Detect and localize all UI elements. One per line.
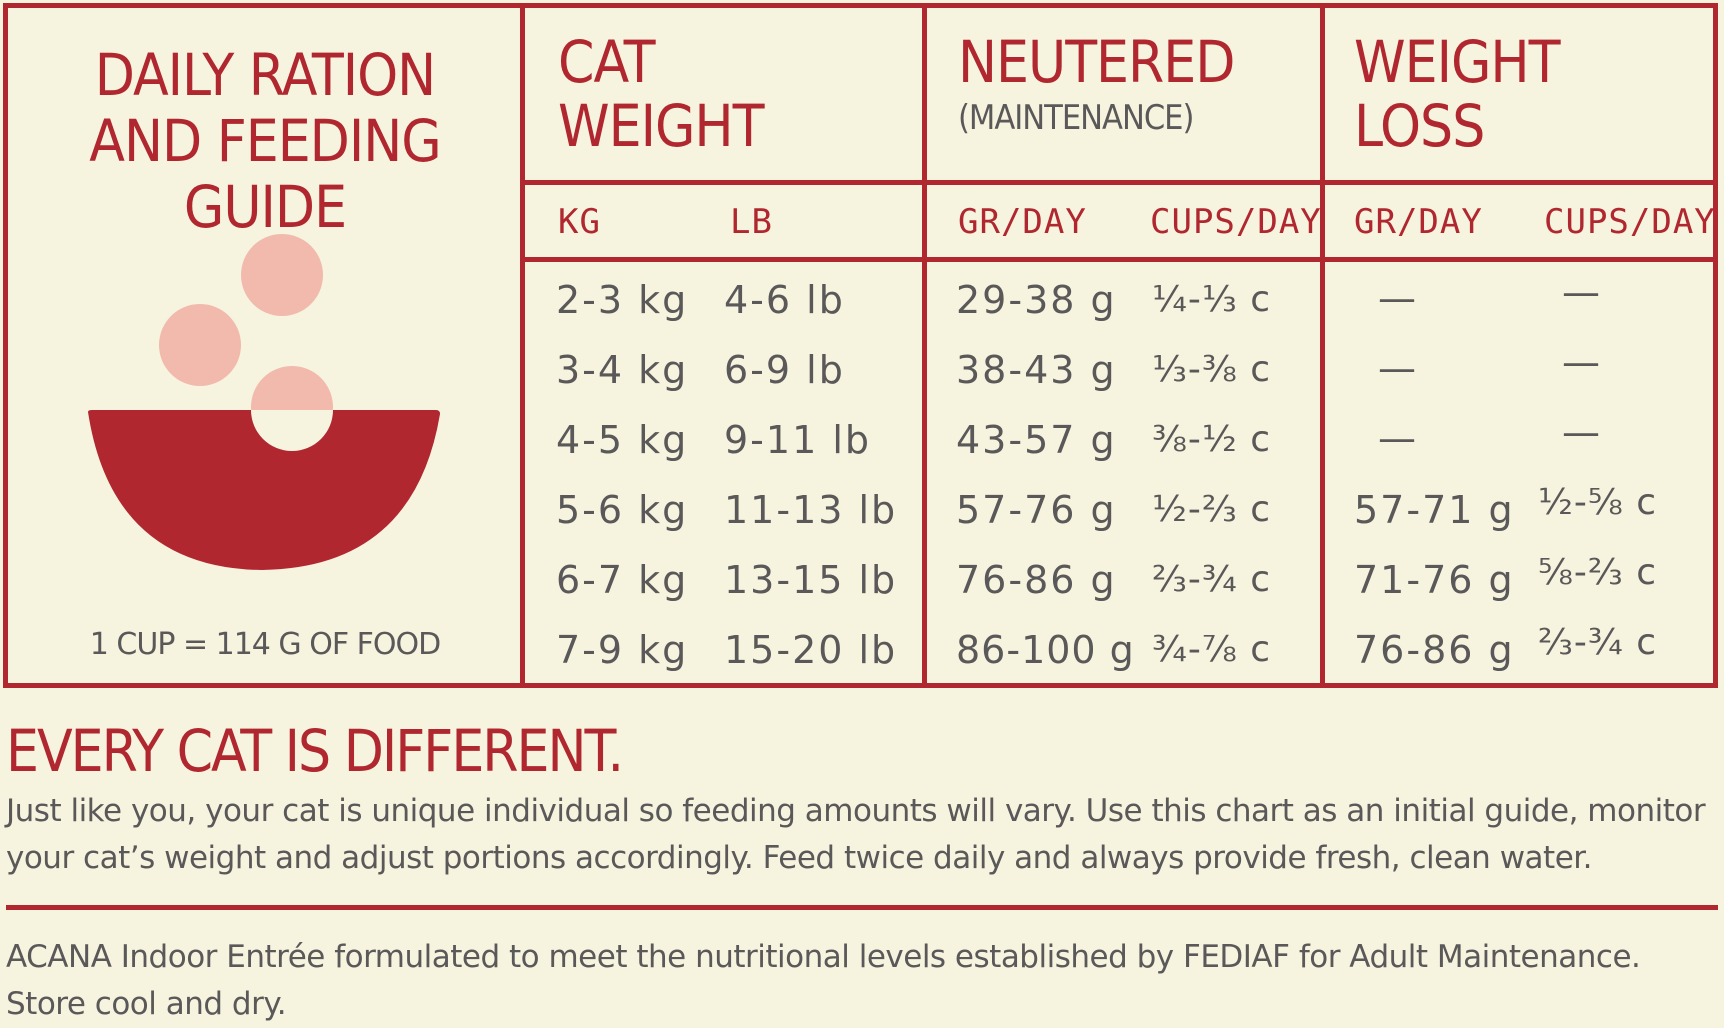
cell-loss-gr: 57-71 g [1354, 488, 1515, 532]
divider-neutered [1320, 3, 1325, 688]
cell-lb: 15-20 lb [724, 628, 898, 672]
weight-loss-header-line1: WEIGHT [1354, 28, 1560, 96]
cell-neutered-cups: ¾-⅞ c [1152, 629, 1272, 670]
cat-weight-header-line1: CAT [558, 28, 655, 96]
col-loss-gr: GR/DAY [1354, 202, 1483, 242]
col-neutered-cups: CUPS/DAY [1150, 202, 1322, 242]
cell-loss-cups: ⅔-¾ c [1538, 622, 1658, 663]
cat-weight-header-line2: WEIGHT [558, 92, 764, 160]
cell-loss-gr: — [1378, 416, 1418, 460]
cell-loss-gr: — [1378, 276, 1418, 320]
cup-conversion-note: 1 CUP = 114 G OF FOOD [89, 627, 441, 662]
neutered-header-title: NEUTERED [958, 28, 1235, 96]
cell-lb: 4-6 lb [724, 278, 845, 322]
notice-heading: EVERY CAT IS DIFFERENT. [6, 717, 624, 785]
cell-neutered-gr: 76-86 g [956, 558, 1117, 602]
cell-kg: 5-6 kg [556, 488, 689, 532]
cell-loss-cups: — [1562, 410, 1602, 454]
cell-neutered-cups: ¼-⅓ c [1152, 279, 1272, 320]
cell-kg: 7-9 kg [556, 628, 689, 672]
cell-loss-cups: — [1562, 270, 1602, 314]
cell-neutered-cups: ⅓-⅜ c [1152, 349, 1272, 390]
cell-neutered-gr: 38-43 g [956, 348, 1117, 392]
cell-neutered-gr: 57-76 g [956, 488, 1117, 532]
cell-neutered-cups: ⅔-¾ c [1152, 559, 1272, 600]
cell-lb: 13-15 lb [724, 558, 898, 602]
col-kg: KG [558, 202, 601, 242]
subheader-rule [520, 257, 1718, 262]
cell-loss-gr: — [1378, 346, 1418, 390]
weight-loss-header-line2: LOSS [1354, 92, 1485, 160]
cell-loss-cups: ⅝-⅔ c [1538, 552, 1658, 593]
col-lb: LB [730, 202, 773, 242]
neutered-subheader: (MAINTENANCE) [958, 98, 1194, 138]
col-neutered-gr: GR/DAY [958, 202, 1087, 242]
cell-kg: 6-7 kg [556, 558, 689, 602]
guide-title-line2: AND FEEDING GUIDE [89, 107, 441, 241]
cell-kg: 3-4 kg [556, 348, 689, 392]
cell-lb: 11-13 lb [724, 488, 898, 532]
header-rule [520, 180, 1718, 185]
notice-body: Just like you, your cat is unique indivi… [6, 793, 1706, 876]
food-bowl-icon [88, 234, 440, 570]
cell-lb: 6-9 lb [724, 348, 845, 392]
cell-loss-cups: — [1562, 340, 1602, 384]
divider-guide [520, 3, 525, 688]
cell-neutered-gr: 86-100 g [956, 628, 1135, 672]
divider-weight [922, 3, 927, 688]
guide-title: DAILY RATION AND FEEDING GUIDE [8, 42, 522, 240]
cell-loss-cups: ½-⅝ c [1538, 482, 1658, 523]
cell-lb: 9-11 lb [724, 418, 871, 462]
cell-loss-gr: 76-86 g [1354, 628, 1515, 672]
cell-loss-gr: 71-76 g [1354, 558, 1515, 602]
section-divider [6, 905, 1718, 910]
col-loss-cups: CUPS/DAY [1544, 202, 1716, 242]
cell-neutered-gr: 43-57 g [956, 418, 1117, 462]
cell-neutered-gr: 29-38 g [956, 278, 1117, 322]
cat-weight-header: CAT WEIGHT [558, 30, 764, 158]
cell-neutered-cups: ⅜-½ c [1152, 419, 1272, 460]
neutered-header: NEUTERED [958, 28, 1235, 96]
feeding-table-frame [3, 3, 1718, 688]
formulation-note: ACANA Indoor Entrée formulated to meet t… [6, 939, 1641, 1022]
cell-kg: 2-3 kg [556, 278, 689, 322]
cell-kg: 4-5 kg [556, 418, 689, 462]
guide-title-line1: DAILY RATION [94, 41, 436, 109]
weight-loss-header: WEIGHT LOSS [1354, 30, 1560, 158]
cell-neutered-cups: ½-⅔ c [1152, 489, 1272, 530]
